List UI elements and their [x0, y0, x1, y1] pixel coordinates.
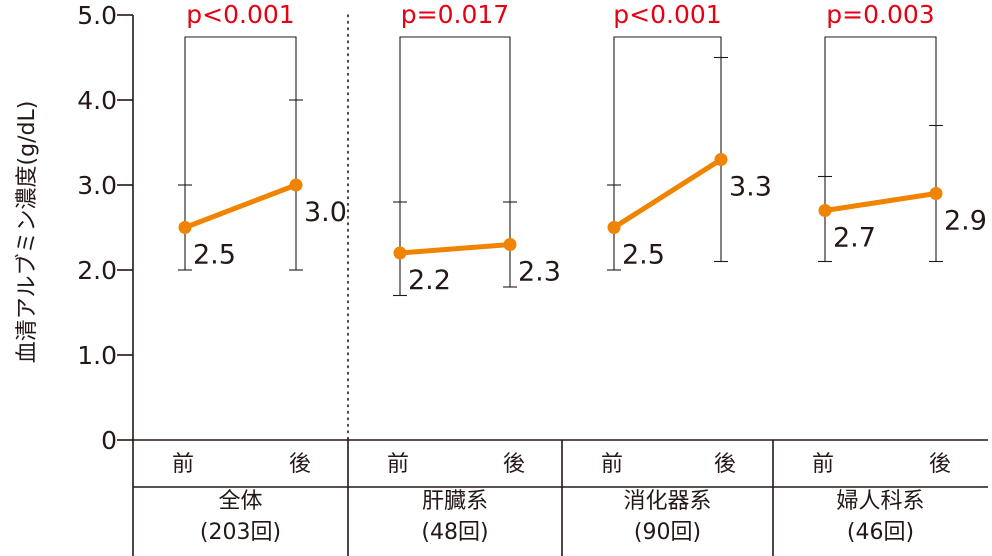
- x-sub-label-after: 後: [289, 452, 311, 477]
- data-point: [503, 238, 517, 251]
- category-name: 肝臓系: [422, 489, 488, 514]
- series-line: [824, 191, 937, 213]
- data-label: 2.2: [408, 265, 451, 296]
- category-name: 婦人科系: [836, 489, 924, 514]
- p-value: p<0.001: [186, 0, 294, 29]
- data-point: [289, 178, 303, 192]
- data-label: 2.9: [944, 206, 987, 237]
- x-sub-label-before: 前: [601, 452, 623, 477]
- data-label: 2.7: [833, 223, 876, 254]
- significance-bracket: [399, 36, 511, 202]
- category-count: (203回): [200, 520, 281, 545]
- category-name: 消化器系: [623, 489, 711, 514]
- p-value: p=0.003: [826, 0, 934, 29]
- y-tick-label: 1.0: [77, 341, 117, 370]
- series-line: [184, 182, 297, 230]
- y-axis-label: 血清アルブミン濃度(g/dL): [15, 101, 40, 364]
- x-sub-label-after: 後: [714, 452, 736, 477]
- data-label: 2.3: [518, 257, 561, 288]
- x-sub-label-before: 前: [387, 452, 409, 477]
- significance-bracket: [184, 36, 297, 185]
- y-tick-label: 0: [101, 426, 117, 455]
- p-value: p=0.017: [401, 0, 509, 29]
- data-point: [929, 187, 943, 200]
- y-tick-label: 2.0: [77, 256, 117, 285]
- group-1: p<0.001 2.5 3.0 前 後全体 (203回): [172, 0, 347, 545]
- x-sub-label-after: 後: [929, 452, 951, 477]
- series-line: [399, 242, 511, 256]
- category-count: (46回): [847, 520, 914, 545]
- significance-bracket: [824, 36, 937, 177]
- significance-bracket: [613, 36, 722, 185]
- data-label: 2.5: [193, 240, 236, 271]
- category-count: (90回): [634, 520, 701, 545]
- y-tick-label: 5.0: [77, 1, 117, 30]
- data-point: [178, 221, 192, 234]
- category-count: (48回): [421, 520, 488, 545]
- data-label: 3.3: [729, 172, 772, 203]
- data-point: [607, 221, 621, 234]
- x-sub-label-after: 後: [503, 452, 525, 477]
- axes: [132, 14, 988, 556]
- x-sub-label-before: 前: [812, 452, 834, 477]
- data-point: [393, 246, 407, 260]
- y-ticks: 0 1.0 2.0 3.0 4.0 5.0: [77, 1, 133, 455]
- data-label: 2.5: [622, 240, 665, 271]
- data-label: 3.0: [304, 197, 347, 228]
- y-tick-label: 3.0: [77, 171, 117, 200]
- data-point: [714, 153, 728, 166]
- data-point: [818, 204, 832, 217]
- x-sub-label-before: 前: [172, 452, 194, 477]
- p-value: p<0.001: [613, 0, 721, 29]
- series-line: [612, 157, 723, 230]
- category-name: 全体: [218, 489, 262, 514]
- y-tick-label: 4.0: [77, 86, 117, 115]
